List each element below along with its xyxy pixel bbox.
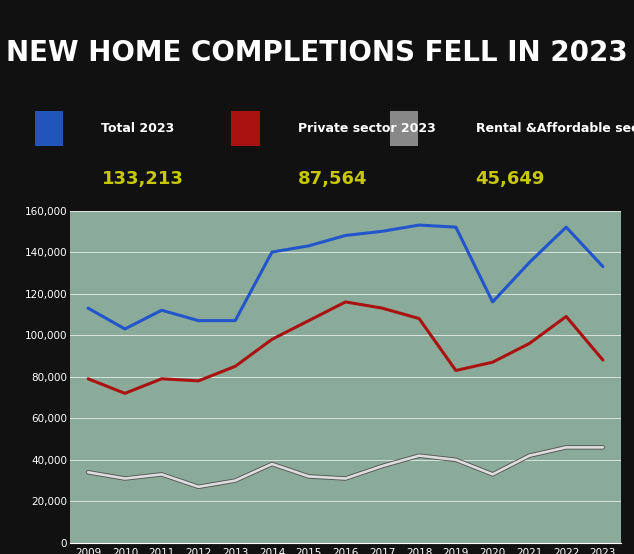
Text: Rental &Affordable sector 2023: Rental &Affordable sector 2023	[476, 122, 634, 135]
Text: NEW HOME COMPLETIONS FELL IN 2023: NEW HOME COMPLETIONS FELL IN 2023	[6, 39, 628, 66]
Text: 87,564: 87,564	[298, 170, 368, 188]
Bar	[390, 111, 418, 146]
Text: Private sector 2023: Private sector 2023	[298, 122, 436, 135]
Text: 133,213: 133,213	[101, 170, 183, 188]
Bar	[231, 111, 260, 146]
Bar	[35, 111, 63, 146]
Text: 45,649: 45,649	[476, 170, 545, 188]
Text: Total 2023: Total 2023	[101, 122, 175, 135]
